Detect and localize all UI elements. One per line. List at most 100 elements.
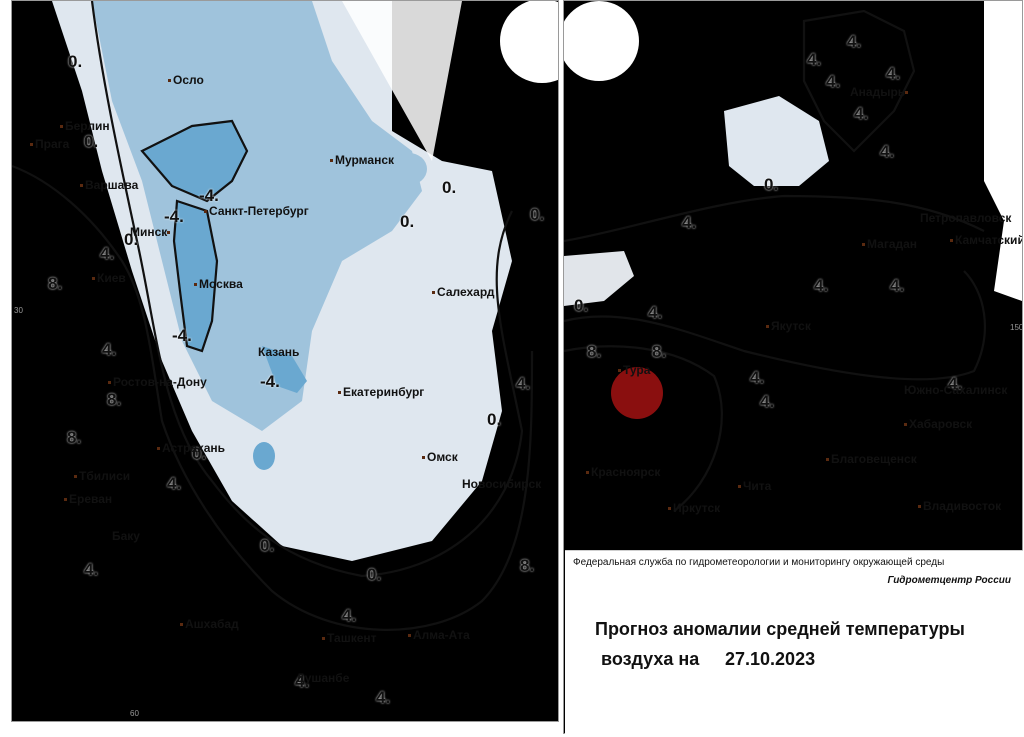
polar-hole-east (564, 1, 639, 81)
city-label: Владивосток (918, 499, 1001, 513)
zone-below-minus-four-kazan (262, 346, 307, 393)
city-label: Якутск (766, 319, 811, 333)
isoline-label: 4. (807, 50, 822, 69)
city-label: Благовещенск (826, 452, 917, 466)
map-panel-west: 30 60 0. 0. -4. -4. 0. 4. 8. -4. -4. 4. … (11, 0, 559, 722)
zone-above-eight (611, 367, 663, 419)
zone-below-minus-four-moscow (174, 201, 217, 351)
isoline-label: 0. (442, 178, 457, 197)
isoline-label: 4. (84, 560, 99, 579)
forecast-date: 27.10.2023 (725, 649, 816, 669)
isoline-label: 0. (764, 175, 779, 194)
city-label: Магадан (862, 237, 917, 251)
city-label: Ташкент (322, 631, 377, 645)
city-label: Камчатский (950, 233, 1022, 247)
zone-six-to-eight (564, 341, 734, 541)
isoline-label: 8. (587, 342, 602, 361)
grid-label-150: 150 (1010, 323, 1023, 332)
isoline-zero-east (564, 194, 985, 243)
isolines-west (12, 1, 534, 631)
city-label: Астрахань (157, 441, 225, 455)
agency-name: Федеральная служба по гидрометеорологии … (573, 557, 945, 568)
isoline-label: 4. (100, 244, 115, 263)
city-label: Тура (618, 363, 650, 377)
city-label: Иркутск (668, 501, 720, 515)
city-label: Алма-Ата (408, 628, 470, 642)
isoline-label: 4. (886, 64, 901, 83)
forecast-title-cont: воздуха на (601, 649, 700, 669)
city-label: Душанбе (296, 671, 350, 685)
isoline-label: 4. (750, 368, 765, 387)
zone-minus-four-to-minus-two (92, 1, 422, 431)
isoline-label: 8. (107, 390, 122, 409)
isolines-east (564, 9, 986, 512)
city-label: Южно-Сахалинск (904, 383, 1008, 397)
arctic-sea-west (342, 1, 462, 161)
zone-six-to-eight-sakhalin (933, 409, 965, 433)
isoline-label: 0. (574, 296, 589, 315)
city-label: Петропавловск (920, 211, 1012, 225)
zone-below-minus-four-murmansk (391, 153, 427, 185)
isoline-label: 4. (295, 672, 310, 691)
zone-six-to-eight-east (536, 543, 558, 599)
city-label: Анадырь (850, 85, 910, 99)
isoline-label: 8. (67, 428, 82, 447)
city-label: Чита (738, 479, 771, 493)
anomaly-field-west (12, 1, 558, 721)
isoline-label: 4. (342, 606, 357, 625)
city-label: Хабаровск (904, 417, 972, 431)
isoline-label: 8. (520, 556, 535, 575)
grid-label-30: 30 (14, 306, 23, 315)
isoline-label: 4. (854, 104, 869, 123)
isoline-label: 0. (192, 444, 207, 463)
city-label: Баку (112, 529, 140, 543)
isoline-label: 4. (948, 374, 963, 393)
city-label: Минск (130, 225, 172, 239)
city-label: Москва (194, 277, 243, 291)
zone-six-to-eight-ukraine (27, 271, 87, 351)
zone-two-to-four-northeast (804, 11, 914, 151)
isoline-label: 4. (648, 303, 663, 322)
isoline-minus-four-moscow (172, 199, 219, 353)
zone-six-to-eight-caspian (172, 567, 198, 601)
center-name: Гидрометцентр России (887, 575, 1011, 586)
isoline-label: 8. (48, 274, 63, 293)
isoline-label: -4. (172, 326, 192, 345)
isoline-minus-four-north (140, 119, 249, 203)
isoline-four-west (12, 164, 534, 631)
isoline-label: 4. (760, 392, 775, 411)
isoline-label: 4. (516, 374, 531, 393)
isoline-label: 8. (652, 342, 667, 361)
isoline-label: 0. (367, 565, 382, 584)
city-label: Киев (92, 271, 126, 285)
isoline-label: 4. (682, 213, 697, 232)
isoline-label: 0. (530, 205, 545, 224)
city-label: Осло (168, 73, 204, 87)
isoline-label: 4. (814, 276, 829, 295)
polar-hole-west (500, 1, 558, 83)
ocean-east (984, 1, 1022, 301)
forecast-title: Прогноз аномалии средней температуры (595, 619, 965, 639)
zone-six-to-eight-caucasus (67, 376, 132, 471)
sea-kara (564, 251, 634, 306)
city-label: Тбилиси (74, 469, 130, 483)
city-label: Ашхабад (180, 617, 239, 631)
city-label: Берлин (60, 119, 110, 133)
isoline-label: 4. (880, 142, 895, 161)
isoline-label: 4. (167, 474, 182, 493)
isoline-label: 4. (847, 32, 862, 51)
isoline-label: 4. (890, 276, 905, 295)
city-label: Мурманск (330, 153, 394, 167)
grid-label-60: 60 (130, 709, 139, 718)
city-label: Новосибирск (462, 477, 542, 491)
isoline-eight-east (564, 345, 723, 512)
isoline-four-northeast (802, 9, 916, 153)
city-label: Салехард (432, 285, 494, 299)
isoline-label: 4. (102, 340, 117, 359)
isoline-label: -4. (164, 207, 184, 226)
city-label: Екатеринбург (338, 385, 424, 399)
zone-six-to-eight-west (697, 269, 721, 303)
isoline-label: -4. (260, 372, 280, 391)
isoline-label: 0. (260, 536, 275, 555)
city-label: Прага (30, 137, 69, 151)
